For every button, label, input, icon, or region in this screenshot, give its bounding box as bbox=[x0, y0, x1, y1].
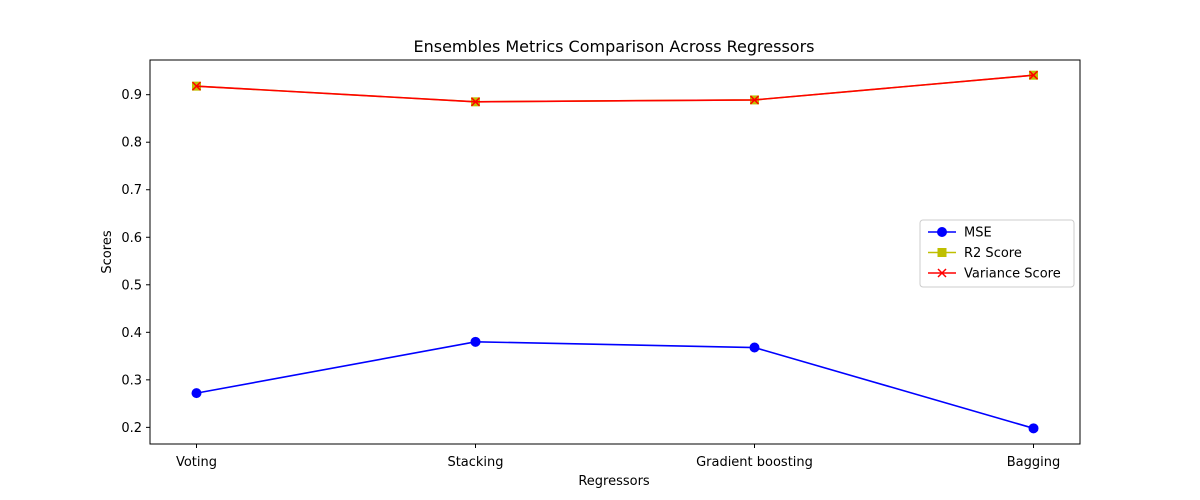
legend-entry-r2-score: R2 Score bbox=[928, 246, 1022, 261]
data-point-variance-score bbox=[1028, 70, 1039, 80]
data-point-mse bbox=[191, 388, 202, 399]
y-axis-title: Scores bbox=[100, 230, 115, 273]
y-tick-label: 0.9 bbox=[121, 88, 142, 103]
x-tick-label: Voting bbox=[176, 455, 217, 470]
x-tick-label: Gradient boosting bbox=[696, 455, 813, 470]
series-line-variance-score bbox=[196, 74, 1034, 103]
legend-marker-mse bbox=[937, 227, 947, 237]
y-tick-label: 0.7 bbox=[121, 183, 142, 198]
series-line-r2-score bbox=[196, 74, 1034, 103]
x-axis-title: Regressors bbox=[578, 474, 650, 489]
y-tick-label: 0.2 bbox=[121, 421, 142, 436]
plot-frame bbox=[149, 59, 1081, 445]
y-tick-label: 0.5 bbox=[121, 278, 142, 293]
x-tick-label: Bagging bbox=[1007, 455, 1061, 470]
x-axis: Voting Stacking Gradient boosting Bagging bbox=[176, 444, 1060, 470]
legend-label-r2-score: R2 Score bbox=[964, 246, 1022, 261]
series-variance-score bbox=[191, 70, 1039, 107]
legend-entry-variance-score: Variance Score bbox=[928, 267, 1061, 282]
data-point-variance-score bbox=[191, 81, 202, 91]
y-tick-label: 0.8 bbox=[121, 136, 142, 151]
legend-entry-mse: MSE bbox=[928, 226, 992, 241]
data-point-mse bbox=[1028, 423, 1039, 434]
legend-marker-r2-score bbox=[937, 248, 947, 257]
legend: MSE R2 Score Variance Score bbox=[919, 219, 1075, 288]
legend-box bbox=[919, 219, 1075, 288]
x-tick-label: Stacking bbox=[447, 455, 503, 470]
plot-area bbox=[191, 70, 1039, 434]
y-axis: 0.2 0.3 0.4 0.5 0.6 0.7 0.8 0.9 bbox=[121, 88, 150, 436]
y-tick-label: 0.4 bbox=[121, 326, 142, 341]
series-mse bbox=[191, 336, 1039, 434]
legend-marker-variance-score bbox=[937, 268, 947, 278]
chart-title: Ensembles Metrics Comparison Across Regr… bbox=[413, 37, 814, 56]
y-tick-label: 0.3 bbox=[121, 373, 142, 388]
data-point-mse bbox=[749, 342, 760, 353]
data-point-mse bbox=[470, 336, 481, 347]
legend-label-variance-score: Variance Score bbox=[964, 267, 1061, 282]
data-point-variance-score bbox=[749, 95, 760, 105]
y-tick-label: 0.6 bbox=[121, 231, 142, 246]
data-point-variance-score bbox=[470, 97, 481, 107]
series-line-mse bbox=[196, 341, 1034, 430]
legend-label-mse: MSE bbox=[964, 226, 992, 241]
